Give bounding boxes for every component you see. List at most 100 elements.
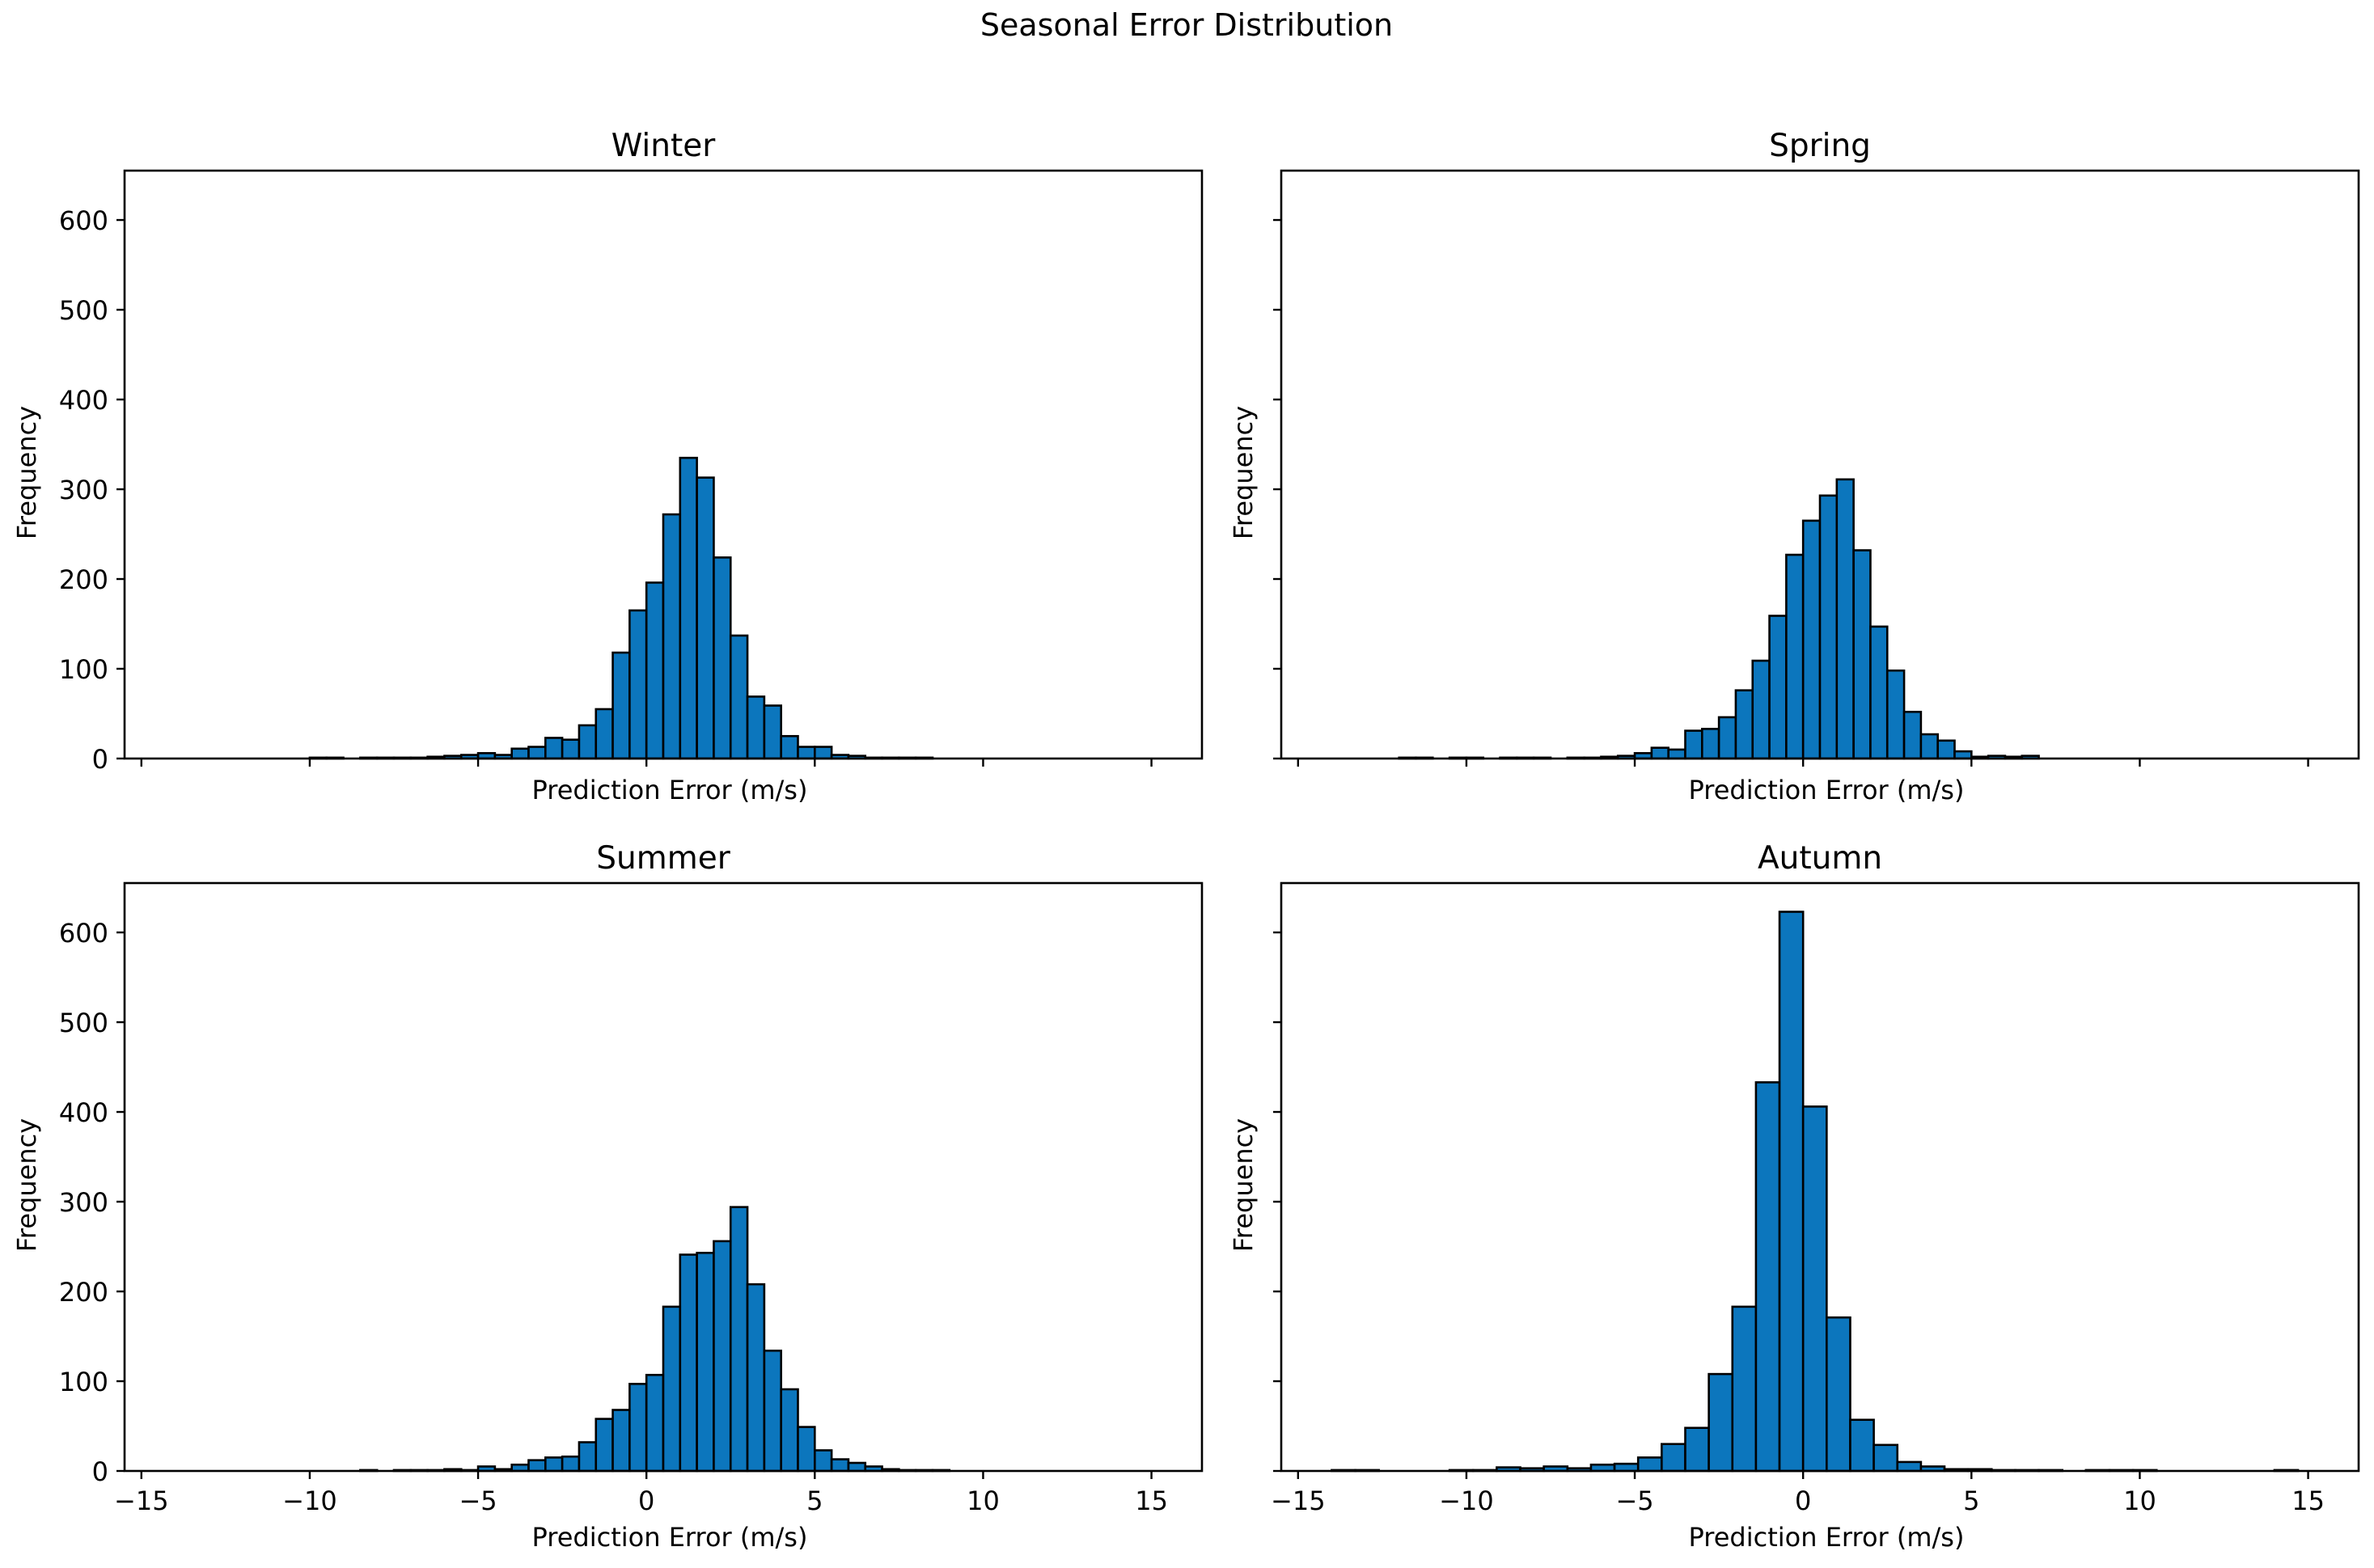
x-tick-label: −5 — [459, 1486, 497, 1516]
histogram-bar — [1778, 911, 1805, 1473]
histogram-bar — [1701, 728, 1720, 760]
histogram-bar — [696, 476, 715, 760]
histogram-bar — [729, 634, 749, 760]
histogram-bar — [679, 456, 698, 760]
y-tick-label: 200 — [59, 564, 108, 595]
y-tick-label: 0 — [92, 1456, 108, 1487]
histogram-bar — [797, 746, 816, 760]
axes-frame — [1280, 169, 2360, 760]
histogram-bar — [1919, 733, 1939, 760]
histogram-bar — [746, 1283, 766, 1473]
histogram-bar — [561, 1455, 581, 1473]
histogram-bar — [1835, 478, 1855, 760]
histogram-bar — [746, 695, 766, 760]
histogram-bar — [1661, 1443, 1686, 1473]
x-tick-label: 15 — [2291, 1486, 2325, 1516]
x-tick-label: 10 — [2123, 1486, 2156, 1516]
histogram-bar — [1785, 553, 1805, 760]
y-tick-label: 600 — [59, 918, 108, 949]
x-tick-label: 10 — [967, 1486, 1000, 1516]
panel-title: Autumn — [1758, 840, 1882, 877]
histogram-bar — [611, 651, 631, 760]
histogram-bar — [1731, 1305, 1758, 1473]
histogram-bar — [1849, 1418, 1875, 1473]
y-tick-label: 300 — [59, 475, 108, 505]
histogram-bar — [830, 1458, 850, 1473]
x-axis-label: Prediction Error (m/s) — [532, 775, 808, 805]
histogram-bar — [662, 1305, 682, 1473]
winter-panel: 0 100 200 300 400 500 600 Winter Prediction Erro… — [11, 128, 1204, 805]
histogram-bar — [763, 704, 782, 760]
histogram-bar — [797, 1426, 816, 1473]
histogram-bar — [1826, 1316, 1851, 1473]
axes-frame — [1280, 881, 2360, 1473]
histogram-bar — [544, 1456, 564, 1473]
histogram-bar — [1801, 1105, 1828, 1473]
spring-panel: Spring Prediction Error (m/s) Frequency — [1228, 128, 2360, 805]
histogram-bar — [578, 1441, 598, 1473]
x-axis-label: Prediction Error (m/s) — [1689, 775, 1965, 805]
histogram-bar — [645, 581, 665, 760]
panel-title: Spring — [1769, 128, 1871, 164]
y-tick-label: 100 — [59, 654, 108, 685]
axes-frame — [123, 169, 1204, 760]
x-tick-label: −10 — [282, 1486, 337, 1516]
histogram-bar — [628, 1383, 648, 1473]
histogram-bar — [1717, 716, 1737, 760]
histogram-bar — [1885, 669, 1906, 760]
x-tick-label: −5 — [1615, 1486, 1653, 1516]
histogram-bar — [780, 1388, 799, 1473]
histogram-bar — [1684, 729, 1703, 760]
histogram-bar — [1902, 710, 1923, 760]
y-axis-label: Frequency — [11, 1118, 42, 1252]
histogram-bar — [544, 737, 564, 760]
histogram-bar — [595, 1418, 614, 1473]
y-tick-label: 300 — [59, 1187, 108, 1218]
histogram-bar — [1734, 689, 1754, 760]
axes-frame — [123, 881, 1204, 1473]
y-tick-label: 600 — [59, 205, 108, 236]
figure-title: Seasonal Error Distribution — [980, 7, 1393, 43]
histogram-bar — [1873, 1443, 1899, 1473]
histogram-bar — [713, 556, 732, 760]
histogram-bar — [780, 734, 799, 760]
histogram-bar — [713, 1240, 732, 1473]
histogram-bar — [679, 1253, 698, 1473]
histogram-bar — [763, 1349, 782, 1473]
histogram-bar — [1936, 739, 1956, 760]
y-tick-label: 400 — [59, 1097, 108, 1128]
histogram-bar — [578, 724, 598, 760]
x-tick-label: −15 — [114, 1486, 169, 1516]
x-tick-label: 0 — [1795, 1486, 1811, 1516]
y-tick-label: 500 — [59, 295, 108, 326]
histogram-bar — [561, 738, 581, 760]
histogram-bar — [814, 746, 833, 760]
histogram-bar — [1953, 750, 1973, 760]
histogram-bar — [1768, 615, 1788, 760]
histogram-bar — [1751, 659, 1771, 760]
histogram-bar — [814, 1449, 833, 1473]
summer-panel: 0 100 200 300 400 500 600 −15 −10 −5 0 5 10 15 Summer P… — [11, 840, 1204, 1553]
histogram-bar — [1667, 748, 1686, 760]
histogram-bar — [847, 1461, 867, 1473]
histogram-bar — [662, 513, 682, 760]
autumn-panel: −15 −10 −5 0 5 10 15 Autumn Prediction Error (m/… — [1228, 840, 2360, 1553]
histogram-bar — [1818, 494, 1839, 760]
y-axis-label: Frequency — [1228, 1118, 1259, 1252]
y-tick-label: 400 — [59, 385, 108, 416]
x-axis-label: Prediction Error (m/s) — [532, 1522, 808, 1553]
x-tick-label: 0 — [638, 1486, 654, 1516]
histogram-bar — [1869, 625, 1889, 760]
x-tick-label: −15 — [1271, 1486, 1326, 1516]
histogram-bar — [628, 609, 648, 760]
histogram-bar — [1684, 1426, 1710, 1473]
histogram-bar — [696, 1251, 715, 1473]
x-axis-label: Prediction Error (m/s) — [1689, 1522, 1965, 1553]
histogram-bar — [1636, 1456, 1663, 1473]
histogram-bar — [527, 746, 547, 760]
histogram-bar — [611, 1409, 631, 1473]
x-tick-label: 5 — [806, 1486, 823, 1516]
y-axis-label: Frequency — [11, 406, 42, 539]
panel-title: Summer — [596, 840, 730, 877]
